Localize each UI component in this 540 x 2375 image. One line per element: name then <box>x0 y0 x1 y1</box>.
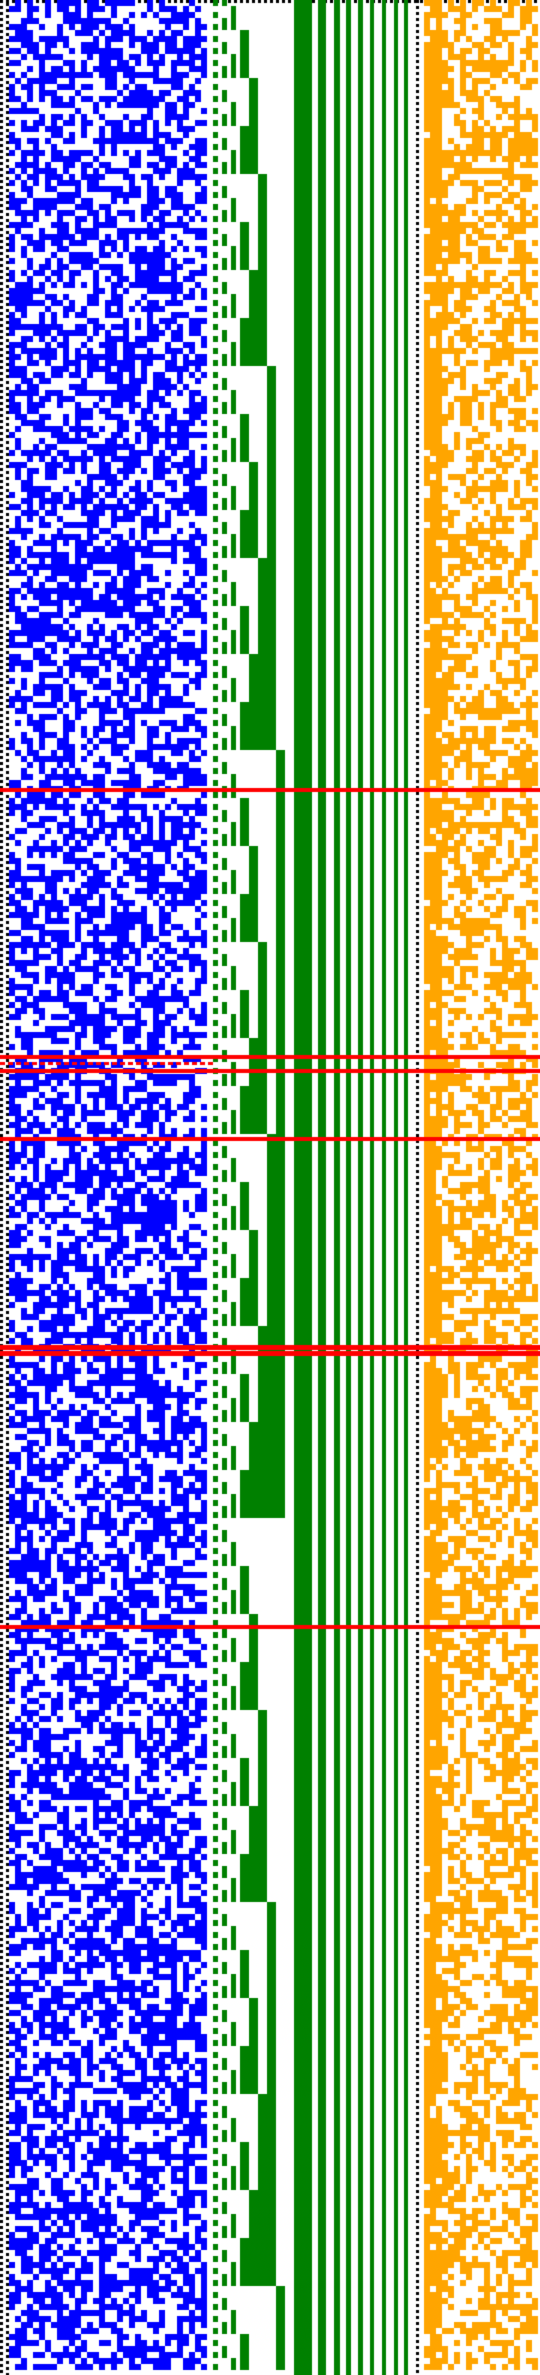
bit-matrix-canvas <box>0 0 540 2375</box>
bit-pattern-visualization <box>0 0 540 2375</box>
